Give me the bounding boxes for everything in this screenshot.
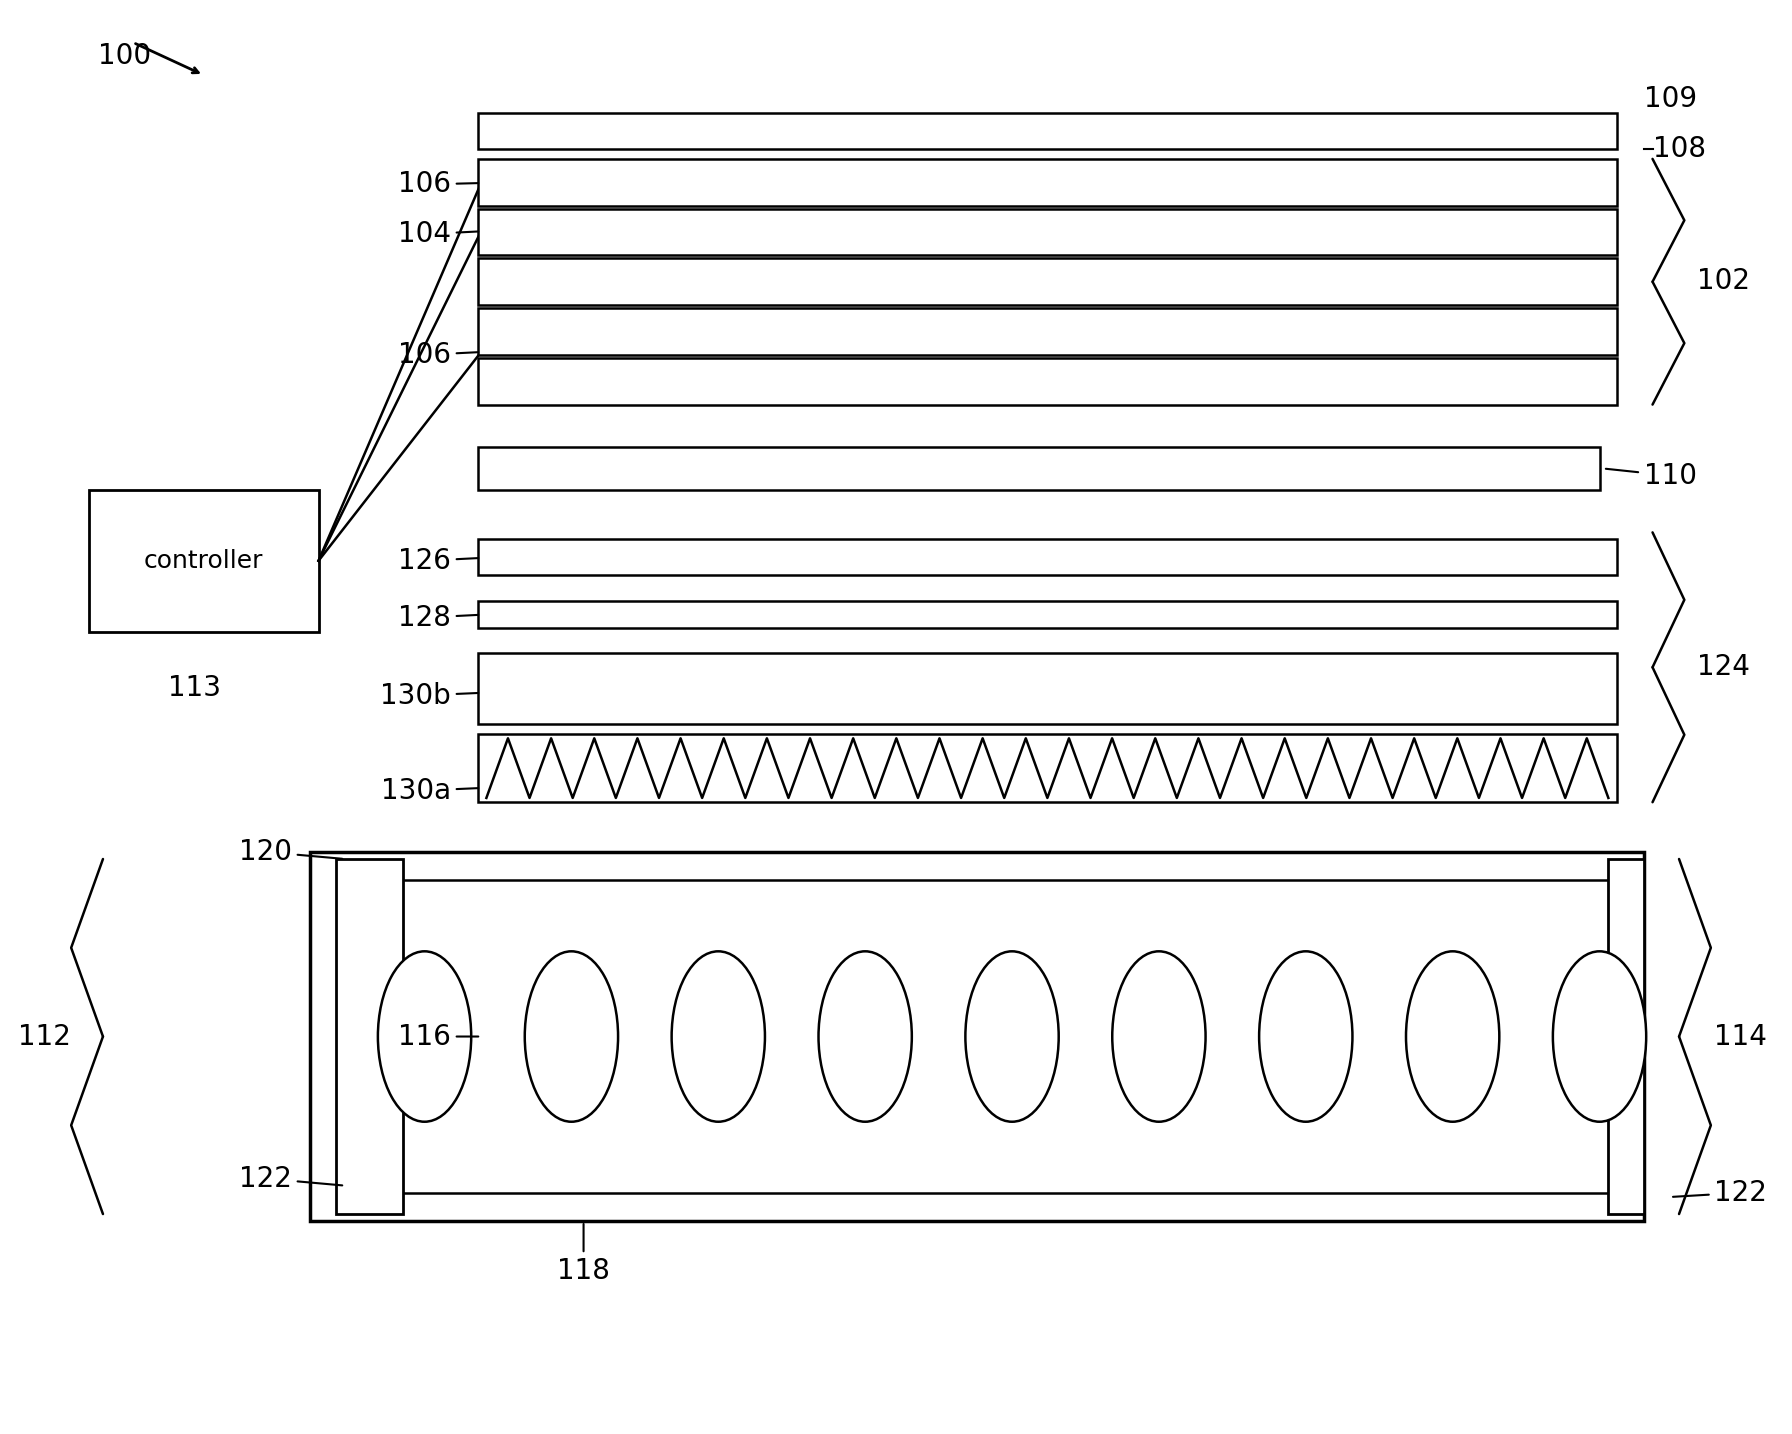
Polygon shape — [477, 539, 1616, 575]
Polygon shape — [477, 258, 1616, 305]
Ellipse shape — [672, 951, 765, 1121]
Text: 126: 126 — [398, 546, 478, 575]
Ellipse shape — [1554, 951, 1647, 1121]
Text: 106: 106 — [398, 171, 478, 198]
Text: 112: 112 — [18, 1022, 72, 1051]
Text: 100: 100 — [99, 43, 151, 70]
Ellipse shape — [525, 951, 618, 1121]
Ellipse shape — [378, 951, 471, 1121]
Text: 122: 122 — [1674, 1179, 1767, 1207]
Polygon shape — [477, 601, 1616, 628]
Polygon shape — [310, 852, 1643, 1222]
Polygon shape — [1609, 859, 1643, 1215]
Text: 118: 118 — [557, 1223, 609, 1285]
Polygon shape — [477, 652, 1616, 724]
Text: 124: 124 — [1697, 654, 1749, 681]
Text: 113: 113 — [168, 674, 222, 703]
Text: 110: 110 — [1606, 462, 1697, 489]
Text: controller: controller — [143, 549, 263, 572]
Text: 120: 120 — [238, 837, 342, 866]
Text: 130b: 130b — [380, 681, 478, 710]
Text: 109: 109 — [1643, 86, 1697, 113]
Text: 114: 114 — [1715, 1022, 1767, 1051]
Text: 122: 122 — [238, 1164, 342, 1193]
Text: 102: 102 — [1697, 267, 1749, 295]
Ellipse shape — [1407, 951, 1500, 1121]
Polygon shape — [477, 113, 1616, 149]
Text: 108: 108 — [1652, 135, 1706, 163]
Polygon shape — [477, 208, 1616, 255]
Polygon shape — [477, 308, 1616, 354]
Polygon shape — [477, 159, 1616, 205]
Ellipse shape — [819, 951, 912, 1121]
Text: 116: 116 — [398, 1022, 478, 1051]
Polygon shape — [477, 734, 1616, 802]
Ellipse shape — [1260, 951, 1353, 1121]
Text: 104: 104 — [398, 221, 478, 248]
Polygon shape — [337, 859, 403, 1215]
Text: 130a: 130a — [382, 777, 478, 804]
Text: 128: 128 — [398, 604, 478, 631]
Text: 106: 106 — [398, 341, 478, 369]
Polygon shape — [477, 447, 1600, 490]
Ellipse shape — [966, 951, 1059, 1121]
Polygon shape — [90, 490, 319, 632]
Ellipse shape — [1113, 951, 1206, 1121]
Polygon shape — [477, 357, 1616, 404]
